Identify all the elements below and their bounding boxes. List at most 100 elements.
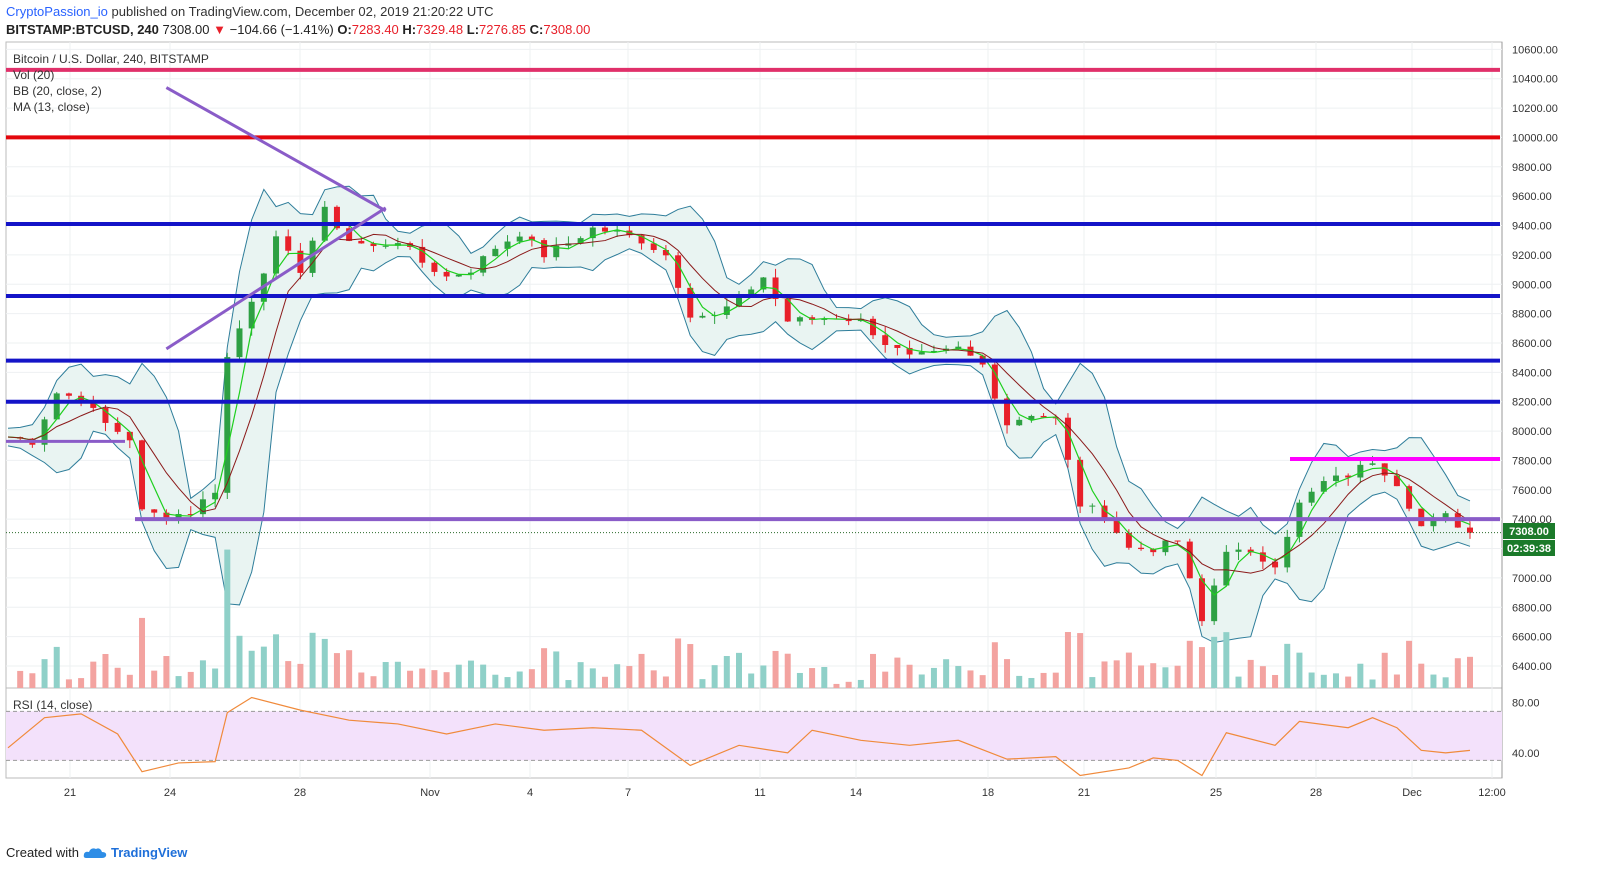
- price-tick-label: 10400.00: [1512, 74, 1558, 86]
- candle-body: [41, 419, 48, 445]
- rsi-band: [6, 711, 1502, 761]
- volume-bar: [53, 646, 60, 688]
- author-link[interactable]: CryptoPassion_io: [6, 4, 108, 19]
- volume-bar: [114, 667, 121, 688]
- volume-bar: [41, 659, 48, 688]
- publish-text: published on TradingView.com, December 0…: [107, 4, 494, 19]
- volume-bar: [1467, 656, 1473, 688]
- price-tick-label: 8800.00: [1512, 309, 1552, 321]
- candle-body: [553, 245, 560, 258]
- volume-bar: [699, 679, 706, 688]
- volume-bar: [419, 668, 426, 688]
- candle-body: [175, 514, 182, 520]
- candle-body: [382, 245, 389, 247]
- candle-body: [662, 249, 669, 256]
- volume-bar: [1028, 677, 1035, 688]
- time-tick-label: 28: [1310, 787, 1322, 799]
- candle-body: [589, 227, 596, 239]
- rsi-tick-label: 80.00: [1512, 698, 1540, 710]
- candle-body: [1259, 552, 1266, 562]
- volume-bar: [857, 679, 864, 688]
- high-label: H:: [402, 22, 417, 37]
- time-axis[interactable]: 21 24 28 Nov 4 7 11 14 18 21 25 28 Dec 12:00: [64, 787, 1506, 799]
- volume-bar: [17, 670, 24, 688]
- volume-bar: [1442, 677, 1449, 688]
- price-tick-label: 10600.00: [1512, 44, 1558, 56]
- price-tick-label: 9200.00: [1512, 250, 1552, 262]
- volume-bar: [394, 661, 401, 688]
- candle-body: [480, 256, 487, 273]
- candle-body: [504, 241, 511, 249]
- volume-bar: [321, 638, 328, 688]
- price-tick-label: 9800.00: [1512, 162, 1552, 174]
- candle-body: [212, 492, 219, 500]
- candle-body: [1345, 475, 1352, 478]
- candle-body: [467, 272, 474, 275]
- candle-body: [748, 289, 755, 295]
- candle-body: [1430, 518, 1437, 527]
- volume-bar: [139, 617, 146, 688]
- volume-bar: [894, 657, 901, 688]
- candle-body: [346, 228, 353, 241]
- candle-body: [199, 499, 206, 515]
- legend-bb[interactable]: BB (20, close, 2): [13, 84, 102, 98]
- rsi-pane: [6, 696, 1502, 777]
- candle-body: [1369, 463, 1376, 465]
- footer: Created with TradingView: [6, 845, 187, 860]
- change-down-icon: ▼: [213, 22, 227, 37]
- time-tick-label: 18: [982, 787, 994, 799]
- volume-bar: [687, 644, 694, 688]
- publish-info: CryptoPassion_io published on TradingVie…: [6, 4, 494, 19]
- candle-body: [760, 277, 767, 290]
- tradingview-brand[interactable]: TradingView: [110, 845, 188, 860]
- candle-body: [1284, 536, 1291, 568]
- legend-rsi[interactable]: RSI (14, close): [13, 698, 92, 712]
- open-value: 7283.40: [351, 22, 399, 37]
- countdown-tag: [1503, 540, 1555, 556]
- price-tick-label: 10000.00: [1512, 132, 1558, 144]
- volume-bar: [553, 651, 560, 688]
- candle-body: [65, 393, 72, 396]
- price-axis[interactable]: 6400.006600.006800.007000.007200.007400.…: [1512, 44, 1558, 760]
- candle-body: [1077, 459, 1084, 507]
- volume-bar: [1016, 675, 1023, 688]
- candle-body: [309, 240, 316, 273]
- candle-body: [163, 512, 170, 520]
- candle-body: [1467, 527, 1473, 533]
- price-tick-label: 7800.00: [1512, 455, 1552, 467]
- candle-body: [443, 271, 450, 277]
- candle-body: [1028, 415, 1035, 420]
- volume-bar: [407, 670, 414, 688]
- volume-bar: [358, 672, 365, 688]
- trendlines[interactable]: [6, 86, 1502, 534]
- price-tick-label: 9000.00: [1512, 279, 1552, 291]
- volume-bar: [1406, 640, 1413, 688]
- volume-bar: [1052, 672, 1059, 688]
- candle-body: [991, 364, 998, 399]
- volume-bar: [175, 676, 182, 688]
- volume-bar: [1284, 643, 1291, 688]
- candle-body: [224, 357, 231, 493]
- symbol-bar: BITSTAMP:BTCUSD, 240 7308.00 ▼ −104.66 (…: [6, 22, 590, 37]
- volume-bar: [1101, 661, 1108, 688]
- legend-ma[interactable]: MA (13, close): [13, 100, 90, 114]
- volume-bar: [1211, 636, 1218, 688]
- legend-vol[interactable]: Vol (20): [13, 68, 54, 82]
- close-label: C:: [529, 22, 544, 37]
- volume-bar: [943, 659, 950, 688]
- candle-body: [419, 246, 426, 263]
- volume-bar: [918, 674, 925, 688]
- volume-bar: [650, 670, 657, 688]
- volume-bar: [821, 666, 828, 688]
- price-tick-label: 9400.00: [1512, 221, 1552, 233]
- last-price-tag: [1503, 523, 1555, 539]
- ma13-line: [7, 224, 1471, 596]
- volume-bar: [1430, 674, 1437, 688]
- volume-bar: [1174, 665, 1181, 688]
- price-tick-label: 8600.00: [1512, 338, 1552, 350]
- price-tick-label: 6400.00: [1512, 661, 1552, 673]
- candle-body: [1186, 541, 1193, 579]
- candle-body: [102, 407, 109, 423]
- last-value: 7308.00: [162, 22, 210, 37]
